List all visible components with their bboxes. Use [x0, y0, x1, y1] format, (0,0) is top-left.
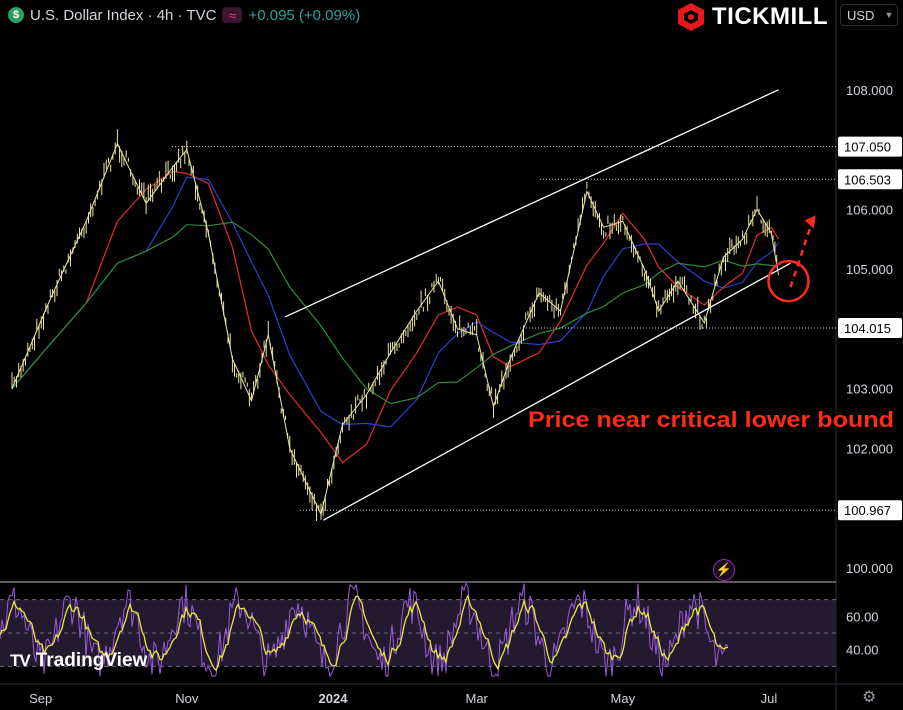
symbol-title: U.S. Dollar Index · 4h · TVC	[30, 6, 217, 24]
y-tick-label: 105.000	[846, 262, 893, 277]
rsi-signal-line	[0, 593, 729, 672]
x-tick-label: Jul	[761, 691, 778, 706]
rsi-tick-label: 60.00	[846, 609, 879, 624]
y-tick-label: 104.015	[844, 321, 891, 336]
level-label-bg	[838, 136, 902, 157]
tradingview-text: TradingView	[35, 650, 148, 671]
ma-fast-line	[11, 170, 780, 464]
rsi-tick-label: 40.00	[846, 643, 879, 658]
wave-icon[interactable]: ≈	[222, 7, 243, 23]
dollar-sign-icon: $	[8, 7, 24, 23]
y-tick-label: 106.503	[844, 172, 891, 187]
x-tick-label: Sep	[29, 691, 52, 706]
y-tick-label: 107.050	[844, 140, 891, 155]
x-tick-label: May	[611, 691, 636, 706]
projection-arrow	[789, 222, 813, 288]
currency-selector[interactable]: USD ▼	[840, 4, 898, 26]
level-label-bg	[838, 169, 902, 190]
y-tick-label: 103.000	[846, 382, 893, 397]
level-label-bg	[838, 500, 902, 521]
ma-mid-line	[11, 176, 779, 428]
ma-slow-line	[11, 221, 779, 405]
channel-lower-line	[323, 262, 791, 521]
projection-arrow-head	[804, 215, 816, 229]
y-tick-label: 102.000	[846, 441, 893, 456]
brand-logo: TICKMILL	[676, 2, 828, 32]
gear-icon[interactable]: ⚙	[862, 689, 877, 706]
chevron-down-icon: ▼	[884, 10, 894, 20]
symbol-header: $ U.S. Dollar Index · 4h · TVC ≈ +0.095 …	[8, 4, 360, 26]
price-line	[11, 142, 779, 516]
y-tick-label: 106.000	[846, 202, 893, 217]
currency-value: USD	[847, 7, 875, 23]
y-tick-label: 100.000	[846, 561, 893, 576]
level-label-bg	[838, 318, 902, 339]
price-change: +0.095 (+0.09%)	[248, 6, 361, 24]
tradingview-watermark: TV TradingView	[10, 650, 147, 672]
x-tick-label: Nov	[175, 691, 199, 706]
brand-name: TICKMILL	[712, 3, 828, 30]
lightning-icon[interactable]: ⚡	[713, 559, 735, 581]
annotation-text: Price near critical lower bound	[528, 407, 894, 432]
x-tick-label: Mar	[465, 691, 488, 706]
price-candles	[11, 129, 778, 521]
tickmill-hexagon-icon	[678, 3, 704, 31]
tradingview-logo-icon: TV	[10, 651, 31, 670]
highlight-circle	[767, 259, 810, 303]
y-tick-label: 108.000	[846, 83, 893, 98]
rsi-line	[0, 581, 729, 678]
channel-upper-line	[284, 89, 779, 318]
x-tick-label: 2024	[319, 691, 349, 706]
y-tick-label: 100.967	[844, 503, 891, 518]
